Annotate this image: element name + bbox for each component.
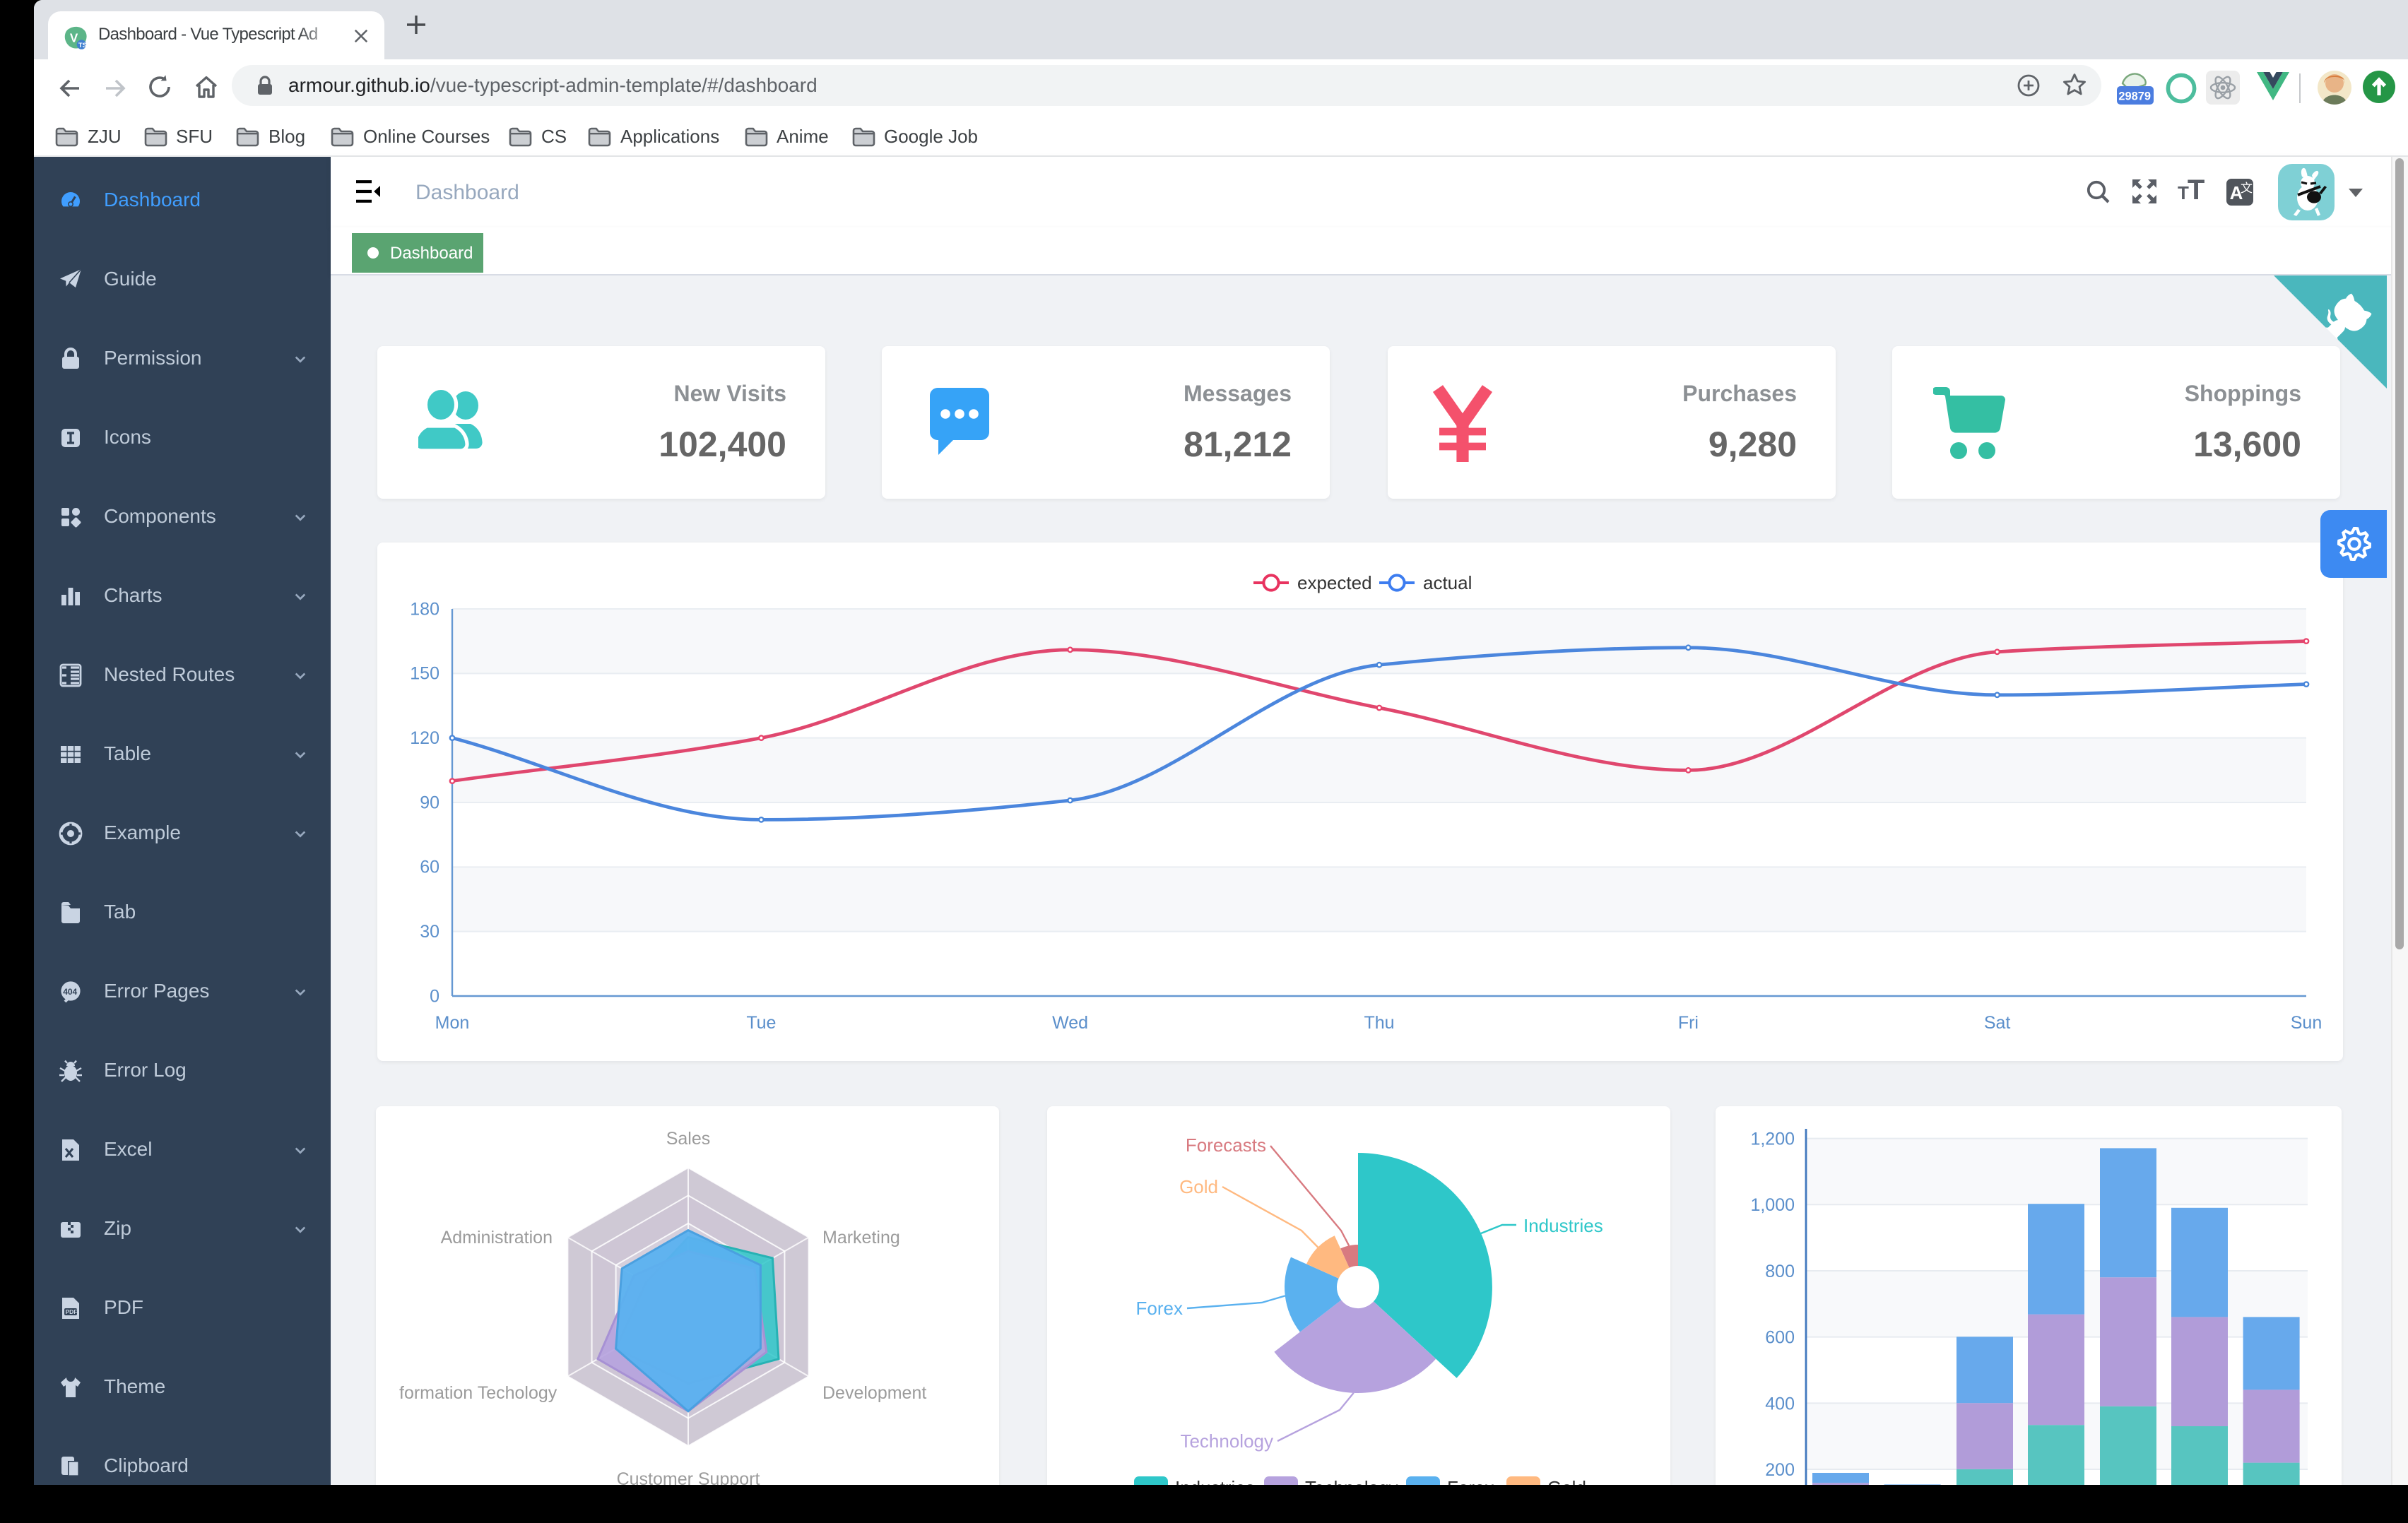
svg-text:404: 404: [62, 986, 76, 996]
svg-text:Technology: Technology: [1179, 1430, 1273, 1452]
svg-text:Sales: Sales: [666, 1129, 710, 1149]
svg-text:29879: 29879: [2118, 90, 2150, 102]
svg-text:Administration: Administration: [440, 1228, 552, 1248]
svg-text:1,200: 1,200: [1749, 1130, 1794, 1149]
svg-text:0: 0: [429, 985, 439, 1005]
svg-text:Forex: Forex: [1446, 1477, 1493, 1485]
svg-text:expected: expected: [1297, 571, 1371, 593]
svg-text:Sun: Sun: [2290, 1012, 2321, 1032]
svg-text:actual: actual: [1422, 571, 1471, 593]
svg-text:Technology: Technology: [1304, 1477, 1398, 1485]
svg-text:Industries: Industries: [1523, 1215, 1603, 1236]
svg-text:Customer Support: Customer Support: [616, 1469, 760, 1485]
svg-text:Thu: Thu: [1363, 1012, 1393, 1032]
svg-text:Fri: Fri: [1677, 1012, 1698, 1032]
svg-text:PDF: PDF: [65, 1308, 77, 1315]
svg-text:Industries: Industries: [1174, 1477, 1254, 1485]
svg-text:1,000: 1,000: [1749, 1195, 1794, 1215]
svg-text:Marketing: Marketing: [822, 1228, 899, 1248]
svg-text:600: 600: [1764, 1328, 1794, 1348]
svg-text:30: 30: [419, 921, 439, 941]
svg-text:Sat: Sat: [1983, 1012, 2010, 1032]
svg-text:180: 180: [409, 598, 439, 618]
svg-text:formation Techology: formation Techology: [399, 1383, 557, 1403]
svg-text:Tue: Tue: [745, 1012, 775, 1032]
svg-text:90: 90: [419, 792, 439, 812]
svg-text:Wed: Wed: [1051, 1012, 1087, 1032]
svg-text:Forecasts: Forecasts: [1185, 1134, 1265, 1156]
svg-text:Forex: Forex: [1135, 1298, 1182, 1319]
svg-text:Mon: Mon: [435, 1012, 469, 1032]
svg-text:文: 文: [2241, 181, 2253, 194]
svg-text:A: A: [2230, 182, 2243, 203]
svg-text:200: 200: [1764, 1460, 1794, 1480]
svg-text:60: 60: [419, 857, 439, 877]
svg-text:V: V: [69, 30, 78, 45]
svg-text:TS: TS: [78, 40, 86, 48]
svg-text:120: 120: [409, 728, 439, 747]
svg-text:400: 400: [1764, 1394, 1794, 1414]
svg-text:Gold: Gold: [1547, 1477, 1586, 1485]
svg-text:150: 150: [409, 663, 439, 683]
svg-text:Development: Development: [822, 1383, 926, 1403]
svg-text:800: 800: [1764, 1262, 1794, 1281]
svg-text:Gold: Gold: [1179, 1176, 1217, 1197]
